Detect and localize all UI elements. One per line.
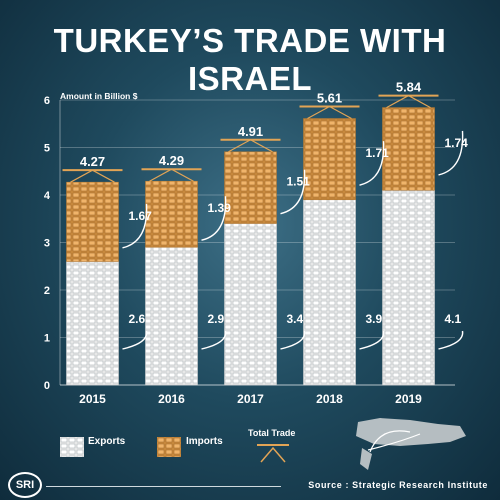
y-axis-label: Amount in Billion $: [60, 91, 138, 101]
total-label-2018: 5.61: [317, 91, 342, 106]
imports-label-2017: 1.51: [287, 175, 311, 189]
imports-label-2019: 1.74: [445, 136, 469, 150]
imports-label-2016: 1.39: [208, 201, 232, 215]
bar-imports-2019: [382, 107, 435, 191]
exports-arrow-2018: [359, 330, 385, 350]
exports-label-2017: 3.4: [287, 312, 304, 326]
bar-imports-2017: [224, 151, 277, 224]
imports-arrow-2016: [201, 196, 227, 241]
exports-arrow-2017: [280, 330, 306, 350]
bar-imports-2016: [145, 180, 198, 248]
y-tick-label: 5: [44, 143, 50, 155]
exports-arrow-2019: [438, 330, 464, 350]
y-tick-label: 0: [44, 380, 50, 392]
exports-label-2016: 2.9: [208, 312, 225, 326]
total-hanger-2018: [307, 105, 352, 120]
exports-label-2015: 2.6: [129, 312, 146, 326]
bar-exports-2015: [66, 261, 119, 386]
x-tick-label-2015: 2015: [79, 392, 106, 406]
imports-label-2015: 1.67: [129, 209, 153, 223]
y-tick-label: 2: [44, 285, 50, 297]
x-tick-label-2016: 2016: [158, 392, 185, 406]
x-tick-label-2019: 2019: [395, 392, 422, 406]
imports-arrow-2018: [359, 141, 385, 186]
imports-label-2018: 1.71: [366, 146, 390, 160]
legend-imports-label: Imports: [186, 436, 223, 447]
total-hanger-2019: [386, 94, 431, 109]
footer-divider: [46, 486, 281, 487]
x-tick-label-2018: 2018: [316, 392, 343, 406]
y-tick-label: 4: [44, 190, 51, 202]
bar-exports-2017: [224, 223, 277, 386]
imports-arrow-2017: [280, 169, 306, 215]
total-label-2016: 4.29: [159, 153, 184, 168]
imports-arrow-2019: [438, 130, 464, 176]
total-label-2019: 5.84: [396, 80, 422, 95]
legend-imports-swatch: [157, 437, 181, 457]
total-label-2015: 4.27: [80, 154, 105, 169]
legend-total-icon: [257, 444, 289, 463]
total-hanger-2016: [149, 168, 194, 182]
imports-arrow-2015: [122, 203, 148, 249]
chart-title: TURKEY’S TRADE WITH ISRAEL: [53, 22, 447, 97]
bar-imports-2018: [303, 118, 356, 201]
y-tick-label: 6: [44, 95, 50, 107]
x-tick-label-2017: 2017: [237, 392, 264, 406]
bar-exports-2019: [382, 189, 435, 386]
legend-total-label: Total Trade: [248, 428, 296, 438]
exports-label-2019: 4.1: [445, 312, 462, 326]
turkey-israel-map-icon: [356, 418, 466, 470]
legend-exports-swatch: [60, 437, 84, 457]
exports-arrow-2016: [201, 330, 227, 350]
bar-imports-2015: [66, 181, 119, 262]
source-note: Source : Strategic Research Institute: [308, 480, 488, 490]
bar-exports-2016: [145, 246, 198, 386]
y-tick-label: 3: [44, 238, 50, 250]
legend-exports-label: Exports: [88, 436, 126, 447]
total-label-2017: 4.91: [238, 124, 263, 139]
exports-arrow-2015: [122, 330, 148, 350]
bar-exports-2018: [303, 199, 356, 386]
exports-label-2018: 3.9: [366, 312, 383, 326]
sri-logo: SRI: [8, 472, 42, 498]
total-hanger-2017: [228, 139, 273, 153]
y-tick-label: 1: [44, 333, 50, 345]
total-hanger-2015: [70, 169, 115, 183]
